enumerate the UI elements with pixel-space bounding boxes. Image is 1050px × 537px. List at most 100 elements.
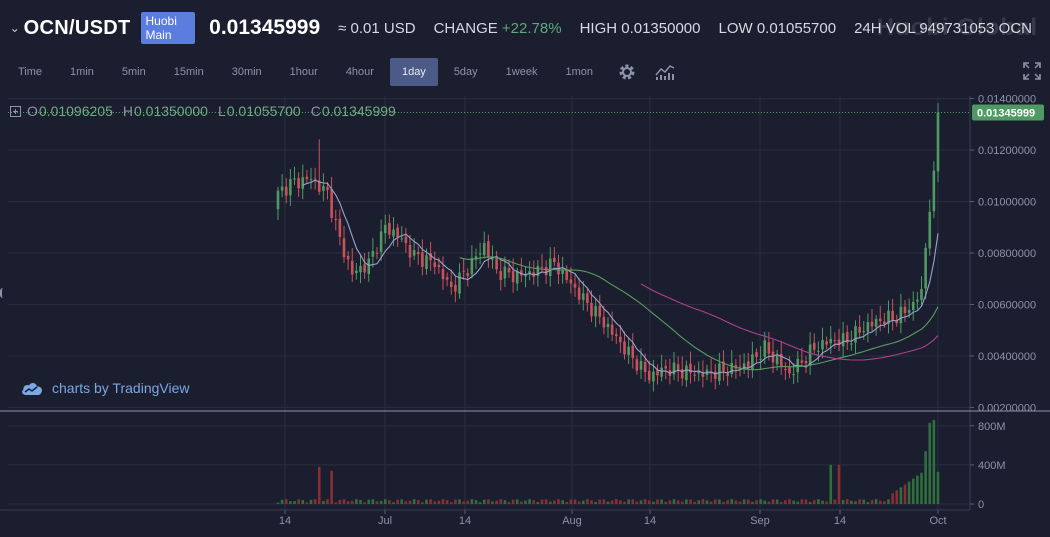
volume-bar (297, 499, 300, 504)
fullscreen-icon[interactable] (1022, 61, 1042, 86)
candle-body (911, 301, 915, 311)
candle-body (330, 189, 333, 218)
tf-1min[interactable]: 1min (70, 66, 94, 78)
tf-1hour[interactable]: 1hour (289, 66, 318, 78)
time-tick-label: Jul (378, 515, 392, 527)
volume-bar (342, 499, 346, 504)
candle-body (726, 373, 729, 377)
volume-bar (924, 451, 927, 504)
candle-body (932, 170, 936, 212)
candle-body (701, 372, 705, 377)
candle-body (334, 219, 338, 221)
candle-body (487, 241, 490, 258)
usd-price: ≈ 0.01 USD (338, 19, 416, 37)
candle-body (478, 253, 482, 255)
chart-indicator-icon[interactable] (655, 58, 675, 86)
gear-icon[interactable] (617, 58, 637, 86)
volume-bar (383, 499, 387, 504)
volume-bar (388, 500, 391, 504)
tf-1day[interactable]: 1day (389, 58, 438, 86)
volume-bar (544, 499, 548, 504)
volume-bar (705, 500, 709, 504)
tf-15min[interactable]: 15min (173, 66, 204, 78)
volume-bar (858, 499, 861, 504)
volume-tick-label: 0 (978, 499, 984, 511)
volume-bar (726, 500, 729, 504)
tf-1mon[interactable]: 1mon (565, 66, 593, 78)
last-price-tag (972, 104, 1044, 121)
trading-pair[interactable]: OCN/USDT (23, 16, 131, 39)
candle-body (742, 363, 746, 370)
volume-bar (375, 501, 379, 504)
volume-bar (495, 500, 498, 504)
high-value: 0.01350000 (133, 103, 208, 119)
volume-bar (429, 499, 432, 504)
candle-body (767, 342, 771, 354)
volume-bar (850, 500, 853, 504)
chevron-down-icon[interactable]: ⌄ (9, 21, 20, 35)
candle-body (350, 260, 354, 275)
volume-bar (507, 502, 511, 504)
volume-bar (833, 499, 837, 504)
scroll-handle[interactable] (0, 288, 6, 298)
candle-body (536, 265, 540, 276)
volume-bar (392, 502, 395, 504)
candle-body (771, 351, 775, 363)
volume-bar (532, 500, 536, 504)
volume-bar (462, 501, 465, 504)
price-tick-label: 0.00200000 (978, 402, 1036, 414)
tf-4hour[interactable]: 4hour (345, 66, 374, 78)
volume-bar (408, 500, 412, 504)
candle-body (445, 277, 449, 280)
candle-body (437, 264, 441, 268)
candle-body (689, 363, 692, 373)
volume-bar (565, 501, 569, 504)
candle-body (738, 366, 742, 368)
volume-bar (606, 501, 610, 504)
time-tick-label: Aug (562, 515, 582, 527)
volume-bar (458, 499, 461, 504)
price-tick-label: 0.01400000 (978, 94, 1036, 106)
tf-5min[interactable]: 5min (121, 66, 146, 78)
volume-bar (284, 499, 288, 504)
candle-body (276, 190, 280, 210)
candle-body (936, 112, 940, 172)
candle-body (676, 364, 680, 371)
tf-5day[interactable]: 5day (453, 66, 478, 78)
volume-bar (755, 500, 758, 504)
candle-body (544, 266, 548, 276)
candle-body (449, 281, 453, 288)
candle-body (693, 374, 696, 376)
time-tick-label: 14 (459, 515, 471, 527)
volume-bar (763, 500, 767, 504)
tf-time[interactable]: Time (18, 66, 43, 78)
volume-bar (672, 499, 676, 504)
ma-fast-line (302, 179, 939, 375)
volume-bar (577, 501, 581, 504)
candle-body (553, 257, 556, 263)
low-value: 0.01055700 (756, 19, 837, 37)
candle-body (412, 250, 416, 256)
candle-body (928, 211, 932, 249)
price-chart[interactable]: 0.01400000 0.01200000 0.01000000 0.00800000… (0, 90, 1050, 537)
volume-bar (499, 499, 503, 504)
tradingview-link[interactable]: charts by TradingView (20, 380, 189, 396)
candle-body (713, 371, 717, 379)
volume-bar (911, 478, 915, 504)
candle-body (581, 293, 585, 300)
candle-body (429, 253, 432, 261)
candle-body (850, 343, 853, 345)
candle-body (874, 318, 878, 327)
change-label: CHANGE (433, 19, 498, 37)
expand-legend-icon[interactable] (10, 105, 21, 117)
candle-body (454, 285, 457, 292)
volume-bar (722, 501, 725, 504)
candle-body (878, 318, 882, 322)
candle-body (812, 342, 816, 350)
tf-1week[interactable]: 1week (505, 66, 538, 78)
tf-30min[interactable]: 30min (231, 66, 262, 78)
price-tick-label: 0.01200000 (978, 145, 1036, 157)
volume-bar (808, 502, 812, 504)
volume-bar (371, 499, 375, 504)
open-value: 0.01096205 (38, 103, 113, 119)
